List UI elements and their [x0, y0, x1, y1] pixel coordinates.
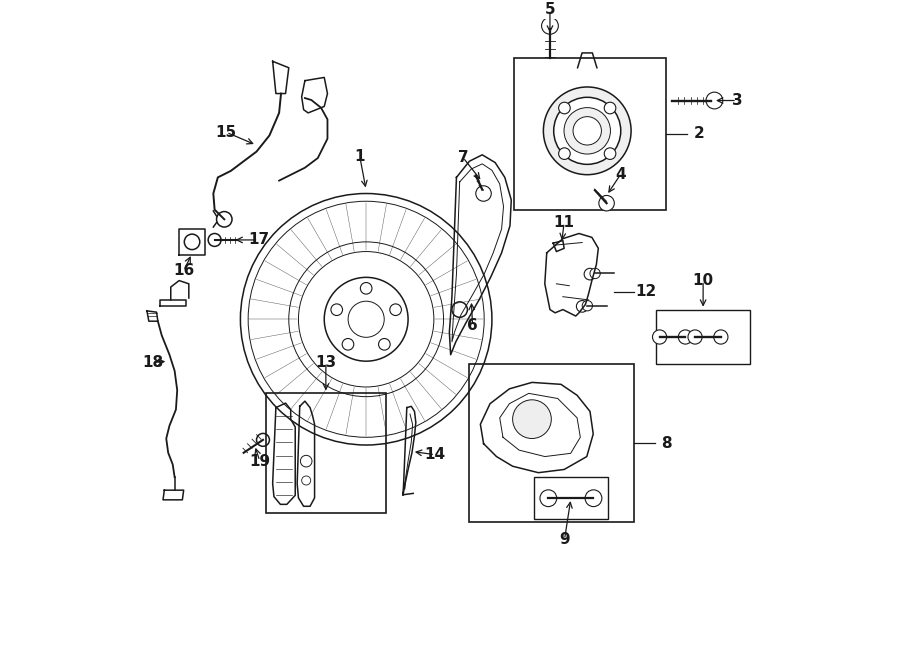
Circle shape — [476, 186, 491, 201]
Circle shape — [208, 234, 221, 246]
Text: 19: 19 — [249, 453, 270, 469]
Circle shape — [360, 283, 372, 294]
Text: 17: 17 — [248, 232, 269, 248]
Circle shape — [342, 338, 354, 350]
Bar — [266, 393, 385, 513]
Circle shape — [331, 304, 343, 316]
Circle shape — [513, 400, 552, 438]
Bar — [469, 364, 634, 522]
Bar — [534, 477, 608, 519]
Circle shape — [688, 330, 702, 344]
Circle shape — [184, 234, 200, 250]
Text: 8: 8 — [662, 436, 672, 451]
Circle shape — [217, 212, 232, 227]
Text: 5: 5 — [544, 2, 555, 17]
Circle shape — [390, 304, 401, 316]
Circle shape — [452, 302, 467, 317]
Text: 14: 14 — [425, 448, 446, 462]
Bar — [515, 58, 666, 210]
Text: 16: 16 — [173, 263, 194, 279]
Circle shape — [379, 338, 391, 350]
Circle shape — [256, 434, 269, 446]
Circle shape — [584, 268, 596, 280]
Circle shape — [582, 301, 592, 311]
Text: 6: 6 — [467, 318, 478, 333]
Circle shape — [585, 490, 602, 506]
Text: 3: 3 — [732, 93, 742, 108]
Circle shape — [652, 330, 667, 344]
Circle shape — [604, 102, 616, 114]
Circle shape — [604, 148, 616, 160]
Text: 11: 11 — [554, 215, 574, 230]
Circle shape — [598, 195, 615, 211]
Circle shape — [540, 490, 557, 506]
Circle shape — [714, 330, 728, 344]
Text: 10: 10 — [693, 273, 714, 288]
Circle shape — [559, 148, 571, 160]
Circle shape — [590, 268, 600, 279]
Text: 7: 7 — [457, 150, 468, 165]
Circle shape — [559, 102, 571, 114]
Circle shape — [544, 87, 631, 175]
Text: 12: 12 — [635, 284, 657, 299]
Circle shape — [679, 330, 692, 344]
Text: 9: 9 — [559, 532, 570, 547]
Bar — [656, 310, 750, 364]
Text: 18: 18 — [143, 355, 164, 370]
Circle shape — [706, 92, 723, 109]
Circle shape — [573, 117, 601, 145]
Circle shape — [564, 108, 610, 154]
Text: 13: 13 — [315, 355, 337, 370]
Text: 1: 1 — [355, 148, 365, 164]
Circle shape — [554, 97, 621, 164]
Polygon shape — [273, 62, 289, 93]
Circle shape — [276, 73, 286, 84]
Circle shape — [576, 301, 588, 312]
Text: 2: 2 — [694, 126, 705, 142]
Circle shape — [542, 17, 558, 34]
Text: 4: 4 — [616, 167, 626, 181]
Text: 15: 15 — [216, 124, 237, 140]
